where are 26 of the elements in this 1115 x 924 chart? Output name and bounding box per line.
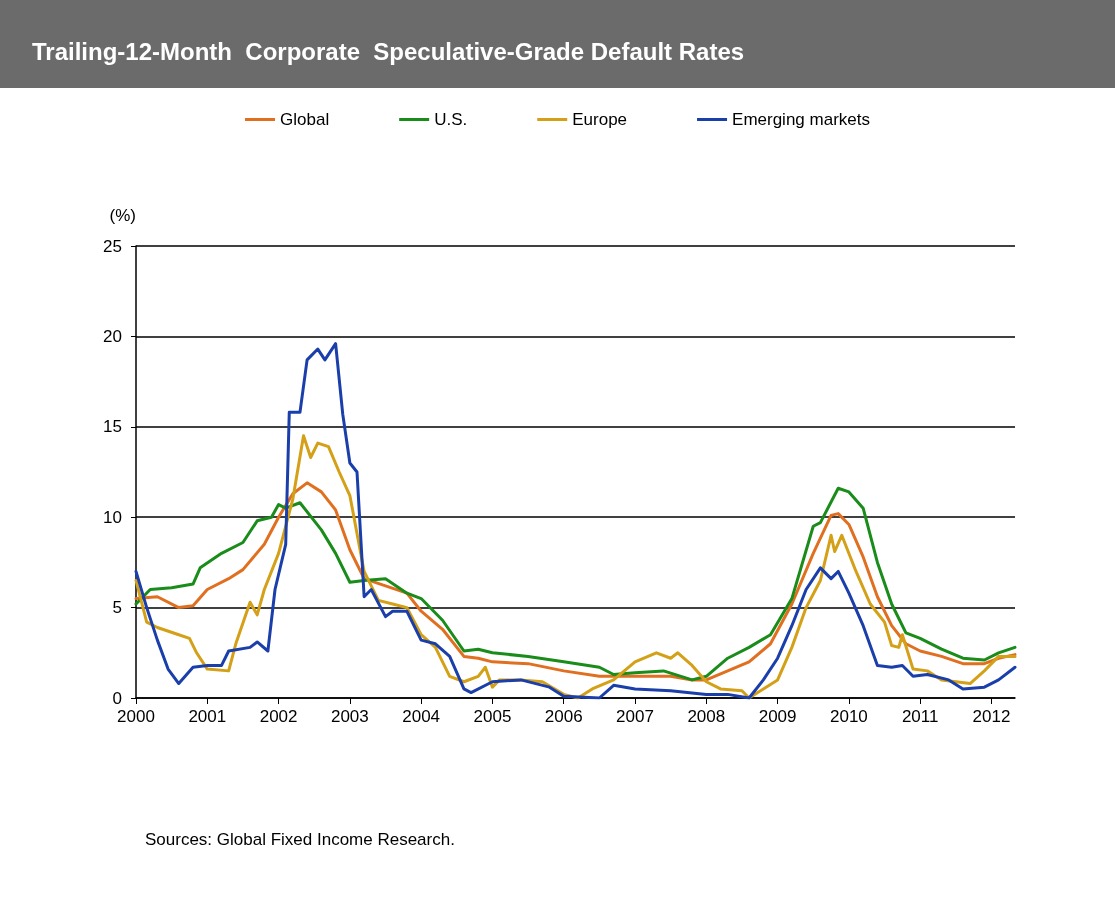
x-tick-label: 2004 xyxy=(402,707,441,726)
x-tick-label: 2008 xyxy=(687,707,726,726)
y-tick-label: 5 xyxy=(112,598,122,618)
y-axis-title: (%) xyxy=(109,206,136,225)
source-note: Sources: Global Fixed Income Research. xyxy=(145,830,455,850)
chart-title: Trailing-12-Month Corporate Speculative-Grade Default Rates xyxy=(0,0,1115,88)
y-tick-label: 0 xyxy=(112,688,122,708)
y-tick-label: 20 xyxy=(103,326,122,346)
x-tick-label: 2005 xyxy=(473,707,512,726)
x-tick-label: 2000 xyxy=(117,707,155,726)
x-tick-label: 2012 xyxy=(972,707,1011,726)
x-tick-label: 2011 xyxy=(901,707,939,726)
x-tick-label: 2007 xyxy=(616,707,654,726)
x-tick-label: 2010 xyxy=(829,707,868,726)
legend-label: Emerging markets xyxy=(732,110,870,129)
y-tick-label: 25 xyxy=(103,236,122,256)
x-tick-label: 2003 xyxy=(330,707,369,726)
y-tick-label: 10 xyxy=(103,507,122,527)
x-tick-label: 2009 xyxy=(758,707,797,726)
y-tick-label: 15 xyxy=(103,417,122,437)
legend-label: Europe xyxy=(572,110,628,129)
x-tick-label: 2002 xyxy=(259,707,298,726)
legend-label: Global xyxy=(280,110,330,129)
x-tick-label: 2001 xyxy=(188,707,227,726)
legend-label: U.S. xyxy=(434,110,468,129)
x-tick-label: 2006 xyxy=(544,707,583,726)
